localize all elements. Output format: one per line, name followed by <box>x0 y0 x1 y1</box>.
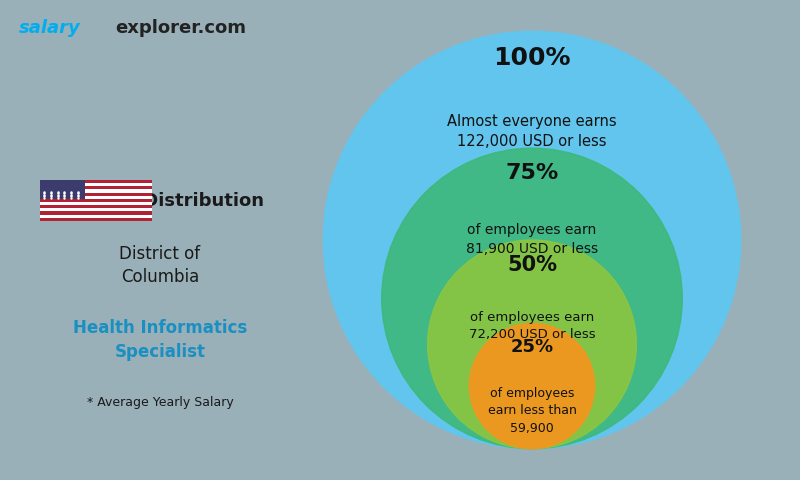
Bar <box>40 211 152 215</box>
Bar <box>40 205 152 208</box>
Text: Almost everyone earns
122,000 USD or less: Almost everyone earns 122,000 USD or les… <box>447 114 617 149</box>
Bar <box>40 199 152 202</box>
Bar <box>40 186 152 190</box>
Circle shape <box>470 324 594 449</box>
Bar <box>40 180 85 199</box>
Bar <box>40 217 152 221</box>
Bar <box>40 202 152 205</box>
Text: of employees
earn less than
59,900: of employees earn less than 59,900 <box>487 387 577 435</box>
Bar <box>40 183 152 186</box>
Text: 50%: 50% <box>507 254 557 275</box>
Text: salary: salary <box>19 19 81 37</box>
Text: explorer.com: explorer.com <box>115 19 246 37</box>
Circle shape <box>323 31 741 449</box>
Text: Health Informatics
Specialist: Health Informatics Specialist <box>73 319 247 361</box>
Circle shape <box>382 148 682 449</box>
Text: District of
Columbia: District of Columbia <box>119 245 201 287</box>
Bar <box>40 215 152 217</box>
Text: Salaries Distribution: Salaries Distribution <box>56 192 264 210</box>
Bar <box>40 190 152 192</box>
Text: of employees earn
72,200 USD or less: of employees earn 72,200 USD or less <box>469 311 595 341</box>
Text: of employees earn
81,900 USD or less: of employees earn 81,900 USD or less <box>466 223 598 256</box>
Bar <box>40 180 152 183</box>
Text: 75%: 75% <box>506 163 558 183</box>
Bar <box>40 208 152 211</box>
Bar <box>40 196 152 199</box>
Text: 25%: 25% <box>510 338 554 356</box>
Text: * Average Yearly Salary: * Average Yearly Salary <box>86 396 234 409</box>
Text: 100%: 100% <box>494 46 570 70</box>
Bar <box>40 192 152 196</box>
Circle shape <box>428 240 636 449</box>
